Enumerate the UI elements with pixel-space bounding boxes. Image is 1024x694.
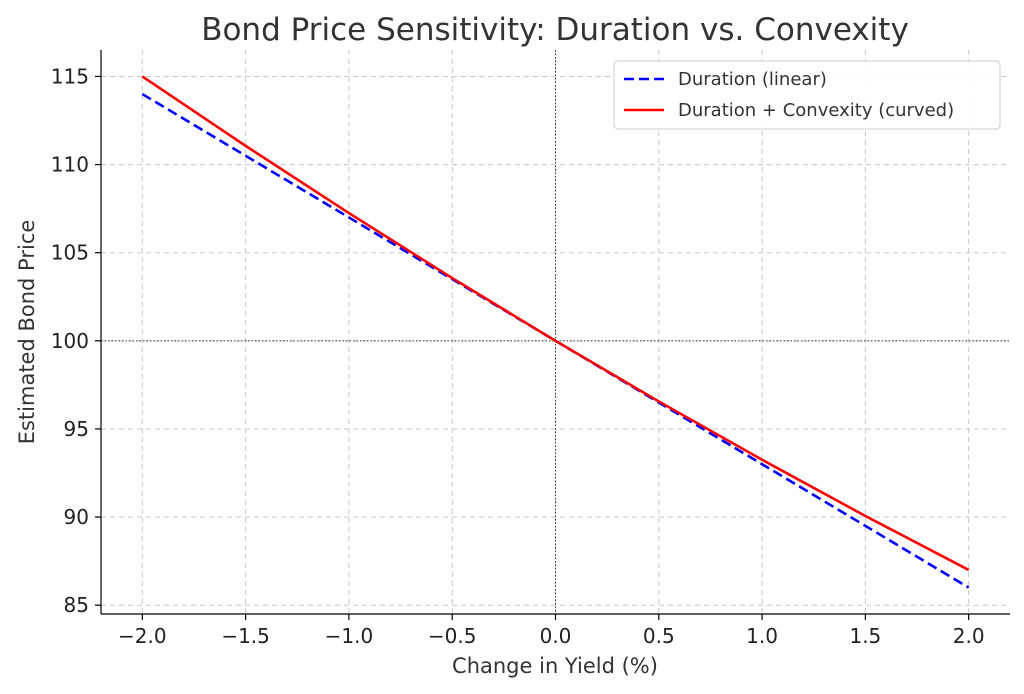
x-tick-label: 1.5 [849, 624, 881, 648]
chart-title: Bond Price Sensitivity: Duration vs. Con… [201, 12, 909, 48]
x-tick-label: 1.0 [746, 624, 778, 648]
x-tick-label: −1.0 [325, 624, 374, 648]
x-tick-label: 0.5 [643, 624, 675, 648]
series-lines [141, 75, 970, 589]
y-tick-label: 100 [51, 329, 89, 353]
legend-box [613, 60, 1001, 130]
y-axis-ticks: 85 90 95 100 105 110 115 [51, 64, 101, 617]
x-tick-label: −2.0 [118, 624, 167, 648]
reference-lines [101, 50, 1010, 614]
legend-label-duration: Duration (linear) [678, 69, 827, 90]
y-tick-label: 85 [64, 593, 89, 617]
duration-convexity-line [141, 75, 970, 572]
legend: Duration (linear) Duration + Convexity (… [613, 60, 1001, 130]
x-tick-label: −1.5 [221, 624, 270, 648]
y-tick-label: 110 [51, 153, 89, 177]
y-tick-label: 95 [64, 417, 89, 441]
x-axis-label: Change in Yield (%) [452, 654, 658, 678]
y-tick-label: 90 [64, 505, 89, 529]
y-tick-label: 115 [51, 64, 89, 88]
x-tick-label: −0.5 [428, 624, 477, 648]
legend-label-convexity: Duration + Convexity (curved) [678, 100, 954, 121]
x-axis-ticks: −2.0 −1.5 −1.0 −0.5 0.0 0.5 1.0 1.5 2.0 [118, 614, 985, 648]
x-tick-label: 2.0 [953, 624, 985, 648]
x-tick-label: 0.0 [540, 624, 572, 648]
y-axis-label: Estimated Bond Price [15, 220, 39, 445]
y-tick-label: 105 [51, 241, 89, 265]
